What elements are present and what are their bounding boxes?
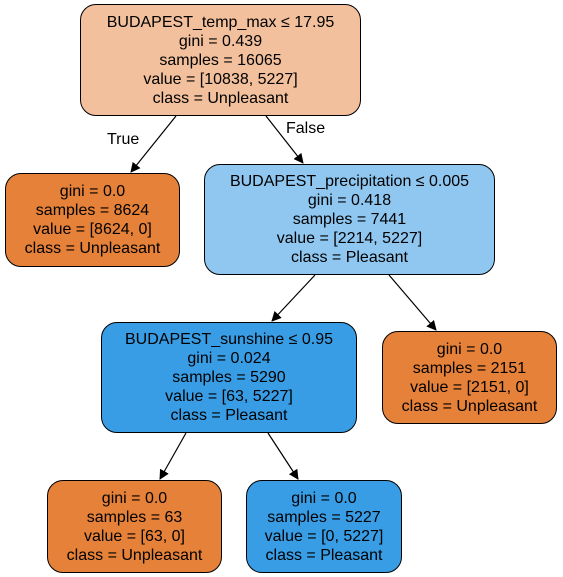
node-gini: gini = 0.0 <box>436 340 503 358</box>
node-gini: gini = 0.0 <box>59 183 126 200</box>
node-gini: gini = 0.0 <box>291 489 357 507</box>
node-samples: samples = 8624 <box>35 202 150 219</box>
node-value: value = [63, 5227] <box>165 388 293 405</box>
tree-node-leaf-unpleasant: gini = 0.0 samples = 63 value = [63, 0] … <box>47 480 222 573</box>
edge-root-to-precipitation <box>265 115 304 164</box>
tree-node-leaf-pleasant: gini = 0.0 samples = 5227 value = [0, 52… <box>246 480 402 573</box>
node-samples: samples = 7441 <box>292 211 407 228</box>
edge-precipitation-to-sunshine <box>271 274 316 322</box>
node-split-condition: BUDAPEST_precipitation ≤ 0.005 <box>229 173 470 190</box>
node-value: value = [10838, 5227] <box>143 70 298 88</box>
node-class: class = Pleasant <box>291 249 408 266</box>
node-value: value = [0, 5227] <box>264 527 384 545</box>
tree-node-leaf-unpleasant: gini = 0.0 samples = 2151 value = [2151,… <box>382 331 557 424</box>
node-gini: gini = 0.439 <box>178 32 263 50</box>
node-samples: samples = 5227 <box>267 508 381 526</box>
node-value: value = [2214, 5227] <box>276 230 423 247</box>
tree-node-precipitation-split: BUDAPEST_precipitation ≤ 0.005 gini = 0.… <box>204 164 495 275</box>
edge-sunshine-to-leaf-unpleasant <box>159 432 187 480</box>
node-value: value = [63, 0] <box>84 527 185 545</box>
node-value: value = [8624, 0] <box>33 221 152 238</box>
node-value: value = [2151, 0] <box>410 378 529 396</box>
node-class: class = Unpleasant <box>66 546 203 564</box>
edge-label-true: True <box>107 131 140 148</box>
node-samples: samples = 16065 <box>159 51 282 69</box>
node-class: class = Unpleasant <box>152 89 289 107</box>
tree-node-sunshine-split: BUDAPEST_sunshine ≤ 0.95 gini = 0.024 sa… <box>101 322 357 433</box>
node-gini: gini = 0.0 <box>101 489 168 507</box>
node-class: class = Unpleasant <box>24 240 161 257</box>
tree-node-root: BUDAPEST_temp_max ≤ 17.95 gini = 0.439 s… <box>80 4 361 116</box>
edge-root-to-leaf-unpleasant <box>130 115 177 173</box>
edge-label-false: False <box>286 120 326 137</box>
node-split-condition: BUDAPEST_temp_max ≤ 17.95 <box>106 13 335 31</box>
node-class: class = Pleasant <box>265 546 383 564</box>
node-gini: gini = 0.024 <box>187 350 271 367</box>
node-samples: samples = 5290 <box>172 369 286 386</box>
edge-sunshine-to-leaf-pleasant <box>267 432 299 480</box>
node-samples: samples = 63 <box>86 508 183 526</box>
node-samples: samples = 2151 <box>412 359 527 377</box>
tree-node-leaf-unpleasant: gini = 0.0 samples = 8624 value = [8624,… <box>5 173 180 267</box>
node-gini: gini = 0.418 <box>307 192 392 209</box>
node-split-condition: BUDAPEST_sunshine ≤ 0.95 <box>125 331 333 348</box>
node-class: class = Unpleasant <box>401 397 538 415</box>
node-class: class = Pleasant <box>170 407 288 424</box>
edge-precipitation-to-leaf-unpleasant <box>388 274 437 331</box>
